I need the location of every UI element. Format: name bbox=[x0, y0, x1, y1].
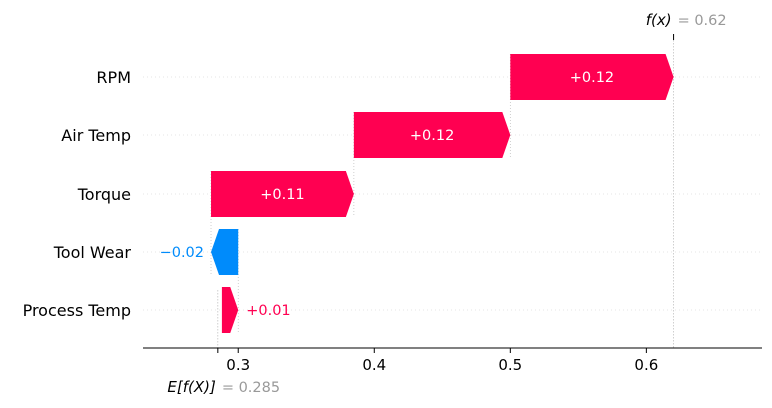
base-value-text: = 0.285 bbox=[222, 380, 280, 396]
base-value-key: E[f(X)] bbox=[167, 378, 216, 396]
bar-tool-wear bbox=[211, 229, 239, 275]
bar-air-temp bbox=[353, 112, 511, 158]
x-tick-label: 0.6 bbox=[634, 356, 658, 374]
bar-value-label: −0.02 bbox=[160, 245, 204, 261]
bar-value-label: +0.12 bbox=[410, 128, 454, 144]
feature-label: Tool Wear bbox=[53, 243, 132, 262]
x-tick-label: 0.4 bbox=[362, 356, 386, 374]
output-value-text: = 0.62 bbox=[678, 13, 727, 29]
bar-torque bbox=[211, 171, 354, 217]
bar-value-label: +0.01 bbox=[246, 303, 290, 319]
bar-rpm bbox=[510, 54, 674, 100]
feature-label: Torque bbox=[77, 185, 131, 204]
output-value-key: f(x) bbox=[646, 11, 672, 29]
feature-label: Air Temp bbox=[61, 126, 131, 145]
bar-value-label: +0.12 bbox=[570, 70, 614, 86]
x-tick-label: 0.5 bbox=[498, 356, 522, 374]
feature-label: RPM bbox=[96, 68, 131, 87]
feature-label: Process Temp bbox=[23, 301, 131, 320]
bar-process-temp bbox=[221, 287, 239, 333]
x-tick-label: 0.3 bbox=[226, 356, 250, 374]
bar-value-label: +0.11 bbox=[260, 187, 304, 203]
